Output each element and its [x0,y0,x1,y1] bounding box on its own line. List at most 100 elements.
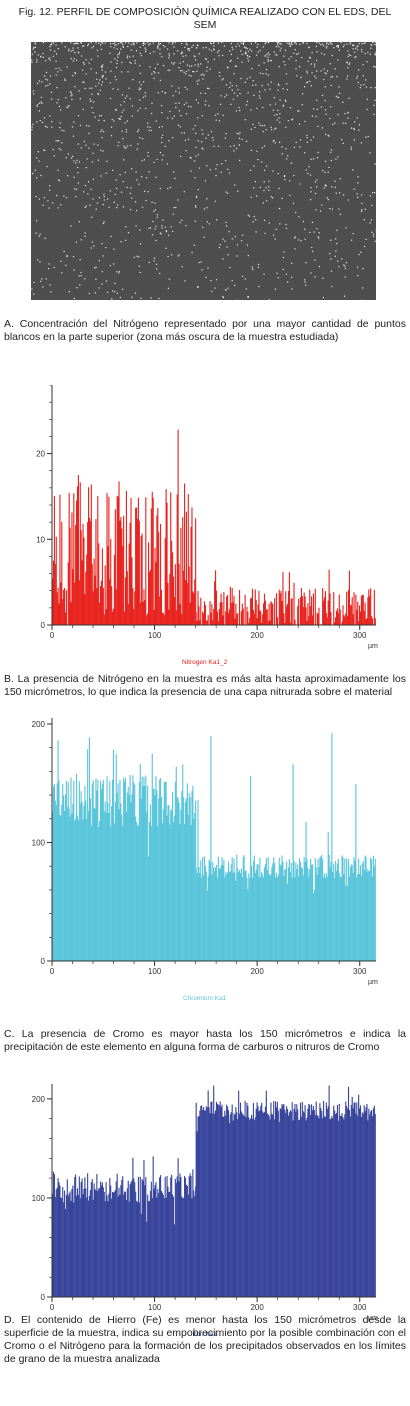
bar [155,1182,157,1297]
bar [119,779,121,961]
bar [219,602,221,625]
bar [240,611,242,625]
bar [215,1110,217,1297]
bar [133,782,135,961]
bar [178,1181,180,1297]
bar [158,798,160,961]
bar [97,496,99,625]
sem-dot [57,140,59,142]
bar [113,823,115,961]
sem-dot [266,165,268,167]
sem-dot [318,266,320,268]
bar [310,858,312,961]
bar [365,619,367,625]
sem-dot [76,287,78,289]
sem-dot [285,148,287,150]
bar [259,610,261,625]
bar [212,620,214,625]
bar [72,1185,74,1297]
sem-dot [151,102,153,104]
sem-dot [243,46,246,48]
sem-dot [365,86,367,88]
bar [205,871,207,961]
bar [120,1185,122,1297]
sem-dot [162,154,164,156]
bar [130,497,132,625]
bar [259,1110,261,1297]
sem-dot [295,211,297,214]
sem-dot [257,159,259,161]
sem-dot [65,97,67,99]
bar [241,603,243,625]
sem-dot [286,83,288,85]
sem-dot [188,74,190,76]
sem-dot [72,47,74,49]
sem-dot [226,225,228,227]
sem-dot [165,247,167,249]
sem-dot [183,191,185,193]
bar [373,1105,375,1297]
bar [52,811,54,961]
sem-dot [129,209,132,211]
sem-dot [138,256,140,258]
bar [60,582,62,625]
sem-dot [64,46,66,48]
bar [124,778,127,961]
sem-dot [374,52,377,54]
x-tick-label: 300 [353,1303,367,1312]
bar [132,588,134,625]
sem-dot [58,140,60,142]
bar [242,608,244,625]
bar [331,1115,333,1297]
bar [76,1188,79,1297]
bar [368,871,370,961]
bar [335,1114,337,1297]
sem-dot [116,60,118,62]
bar [296,1104,298,1297]
sem-dot [167,69,169,71]
sem-dot [155,120,157,122]
bar [301,1101,303,1297]
sem-dot [41,121,44,123]
sem-dot [354,121,356,123]
sem-dot [339,213,341,215]
bar [288,1112,290,1297]
sem-dot [38,198,40,200]
bar [153,610,155,625]
bar [143,776,145,961]
bar [250,1118,252,1297]
bar [270,1102,272,1297]
bar [346,858,348,961]
bar [185,1184,187,1297]
bar [278,1122,280,1297]
sem-dot [311,115,313,117]
sem-dot [222,54,224,57]
sem-dot [276,54,278,56]
sem-dot [287,281,289,283]
sem-dot [304,152,306,154]
sem-dot [138,265,140,267]
sem-dot [125,239,127,241]
sem-dot [72,135,74,137]
sem-dot [52,202,54,204]
bar [268,603,270,625]
bar [320,1108,322,1297]
sem-dot [162,45,164,47]
sem-dot [267,83,269,86]
bar [117,496,119,625]
bar [227,1106,229,1297]
bar [133,1178,135,1297]
sem-dot [237,190,239,192]
bar [114,1189,116,1297]
bar [253,613,255,625]
sem-dot [287,120,289,122]
bar [358,621,360,625]
sem-dot [172,95,174,97]
bar [322,1118,324,1297]
bar [231,1104,233,1297]
sem-dot [241,53,243,56]
sem-dot [111,298,113,300]
sem-dot [33,93,35,95]
bar [336,608,338,625]
sem-dot [252,221,254,223]
